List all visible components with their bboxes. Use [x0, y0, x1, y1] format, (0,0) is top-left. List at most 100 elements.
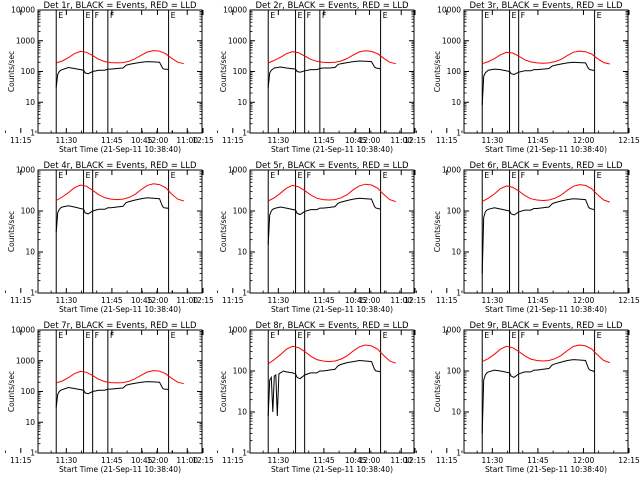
y-tick-label: 1000 [442, 326, 461, 335]
x-axis-label: Start Time (21-Sep-11 10:38:40) [59, 145, 181, 154]
y-tick-label: 1000 [228, 166, 247, 175]
x-axis-label: Start Time (21-Sep-11 10:38:40) [485, 145, 607, 154]
event-marker-label: E [171, 331, 176, 340]
y-tick-label: 1 [242, 289, 247, 298]
x-tick-label: 11:00 [390, 296, 412, 305]
event-marker-label: F [110, 11, 115, 20]
x-axis-label: Start Time (21-Sep-11 10:38:40) [485, 465, 607, 474]
y-axis-label: Counts/sec [219, 211, 228, 252]
x-tick-label: 11:45 [101, 136, 123, 145]
y-tick-label: 1 [242, 449, 247, 458]
x-tick-label: 12:15 [404, 136, 426, 145]
series-events-line [481, 198, 595, 274]
series-lld-line [56, 50, 184, 65]
x-tick-label: 12:15 [618, 136, 640, 145]
panel-title: Det 6r, BLACK = Events, RED = LLD [469, 161, 623, 171]
y-axis-label: Counts/sec [433, 211, 442, 252]
event-marker-label: F [95, 11, 100, 20]
x-tick-label: 12:15 [618, 296, 640, 305]
event-marker-label: E [512, 11, 517, 20]
x-tick-label: 11:30 [56, 136, 78, 145]
y-tick-label: 10 [451, 248, 461, 257]
event-marker-label: E [383, 11, 388, 20]
x-tick-label: 12:15 [192, 296, 214, 305]
x-tick-label: 11:45 [101, 296, 123, 305]
detector-panel-7: Det 7r, BLACK = Events, RED = LLD 1 10 100 1… [5, 321, 214, 474]
y-axis-label: Counts/sec [219, 51, 228, 92]
panel-title: Det 9r, BLACK = Events, RED = LLD [469, 321, 623, 331]
x-tick-label: 12:00 [359, 296, 381, 305]
y-tick-label: 10000 [11, 326, 35, 335]
event-marker-label: E [383, 171, 388, 180]
panel-title: Det 4r, BLACK = Events, RED = LLD [43, 161, 197, 171]
series-lld-line [481, 344, 610, 364]
detector-panel-4: Det 4r, BLACK = Events, RED = LLD 1 10 100 1… [5, 161, 214, 314]
y-tick-label: 100 [21, 387, 36, 396]
x-axis-label: Start Time (21-Sep-11 10:38:40) [485, 305, 607, 314]
x-tick-label: 10:45 [131, 456, 153, 465]
series-lld-line [482, 50, 610, 65]
y-tick-label: 1000 [442, 36, 461, 45]
x-axis-label: Start Time (21-Sep-11 10:38:40) [59, 305, 181, 314]
panel-title: Det 1r, BLACK = Events, RED = LLD [43, 1, 197, 11]
event-marker-label: F [110, 331, 115, 340]
y-tick-label: 10 [25, 248, 35, 257]
x-tick-label: 11:45 [527, 296, 549, 305]
event-marker-label: F [521, 11, 526, 20]
y-axis-label: Counts/sec [7, 371, 16, 412]
x-tick-label: 11:15 [222, 136, 244, 145]
x-tick-label: 11:00 [176, 136, 198, 145]
y-tick-label: 10 [237, 248, 247, 257]
event-marker-label: F [95, 171, 100, 180]
plot-frame [249, 329, 415, 454]
event-marker-label: F [307, 11, 312, 20]
x-tick-label: 12:15 [404, 456, 426, 465]
series-events-line [481, 61, 595, 106]
event-marker-label: E [383, 331, 388, 340]
event-marker-label: E [484, 171, 489, 180]
x-tick-label: 11:15 [10, 136, 32, 145]
event-marker-label: E [270, 11, 275, 20]
y-tick-label: 100 [447, 367, 462, 376]
x-tick-label: 11:30 [268, 136, 290, 145]
y-axis-label: Counts/sec [433, 371, 442, 412]
event-marker-label: E [58, 331, 63, 340]
x-tick-label: 12:00 [147, 136, 169, 145]
y-tick-label: 1 [456, 289, 461, 298]
y-tick-label: 10000 [11, 6, 35, 15]
x-tick-label: 12:00 [573, 296, 595, 305]
series-lld-line [481, 184, 610, 203]
y-tick-label: 1 [456, 449, 461, 458]
event-marker-label: E [270, 331, 275, 340]
detector-panel-1: Det 1r, BLACK = Events, RED = LLD 1 10 100 1… [5, 1, 214, 154]
y-tick-label: 1 [456, 129, 461, 138]
x-tick-label: 11:30 [482, 296, 504, 305]
event-marker-label: E [597, 11, 602, 20]
y-tick-label: 100 [21, 67, 36, 76]
x-tick-label: 11:30 [482, 456, 504, 465]
y-tick-label: 1 [30, 129, 35, 138]
y-axis-label: Counts/sec [433, 51, 442, 92]
y-tick-label: 1000 [16, 356, 35, 365]
y-tick-label: 10000 [437, 6, 461, 15]
series-lld-line [267, 344, 396, 365]
x-tick-label: 11:00 [176, 456, 198, 465]
panel-title: Det 3r, BLACK = Events, RED = LLD [469, 1, 623, 11]
event-marker-label: E [86, 331, 91, 340]
y-tick-label: 1000 [442, 166, 461, 175]
y-tick-label: 1000 [16, 166, 35, 175]
panel-title: Det 2r, BLACK = Events, RED = LLD [255, 1, 409, 11]
y-tick-label: 100 [233, 67, 248, 76]
event-marker-label: E [298, 11, 303, 20]
series-events-line [267, 359, 381, 417]
x-tick-label: 12:15 [618, 456, 640, 465]
x-tick-label: 11:30 [56, 456, 78, 465]
event-marker-label: F [322, 11, 327, 20]
x-tick-label: 12:00 [573, 456, 595, 465]
x-tick-label: 11:45 [313, 296, 335, 305]
plot-frame [463, 9, 629, 134]
x-tick-label: 10:45 [345, 456, 367, 465]
plot-frame [249, 169, 415, 294]
event-marker-label: E [58, 171, 63, 180]
series-lld-line [268, 50, 396, 65]
